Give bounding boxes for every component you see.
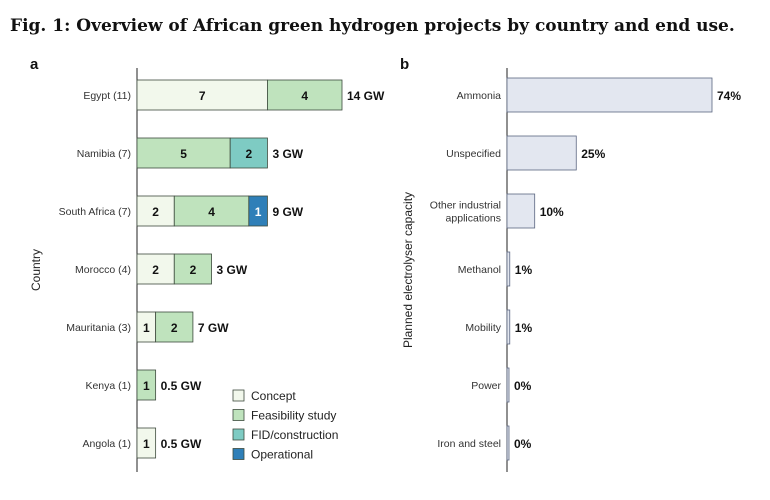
segment-value-label: 1 <box>143 379 150 393</box>
legend-swatch-feasibility <box>232 409 245 421</box>
end-use-value-label: 74% <box>717 89 741 103</box>
end-use-label: Iron and steel <box>437 438 501 450</box>
end-use-value-label: 10% <box>540 205 564 219</box>
end-use-value-label: 1% <box>515 263 533 277</box>
segment-value-label: 1 <box>143 437 150 451</box>
bar-segment-feasibility <box>267 79 343 111</box>
capacity-label: 3 GW <box>272 147 303 161</box>
end-use-value-label: 0% <box>514 437 532 451</box>
bar-segment-feasibility <box>155 311 194 343</box>
country-label: Egypt (11) <box>83 90 131 102</box>
figure-title: Fig. 1: Overview of African green hydrog… <box>10 16 735 36</box>
end-use-value-label: 1% <box>515 321 533 335</box>
capacity-label: 3 GW <box>217 263 248 277</box>
country-label: Kenya (1) <box>85 380 131 392</box>
panel-b-ylabel: Planned electrolyser capacity <box>401 192 415 348</box>
end-use-label: Unspecified <box>446 148 501 160</box>
segment-value-label: 2 <box>171 321 178 335</box>
legend-swatch-concept <box>232 389 245 402</box>
panel-b-label: b <box>400 56 409 73</box>
country-label: Mauritania (3) <box>66 322 131 334</box>
segment-value-label: 2 <box>245 147 252 161</box>
capacity-label: 14 GW <box>347 89 385 103</box>
legend-swatch-operational <box>232 448 245 460</box>
end-use-value-label: 0% <box>514 379 532 393</box>
bar-segment-feasibility <box>173 253 212 285</box>
end-use-bar <box>506 135 577 171</box>
capacity-label: 9 GW <box>272 205 303 219</box>
end-use-bar <box>506 367 510 403</box>
bar-segment-concept <box>136 427 157 459</box>
end-use-bar <box>506 77 713 113</box>
segment-value-label: 2 <box>152 263 159 277</box>
end-use-label: Mobility <box>465 322 501 334</box>
bar-segment-feasibility <box>173 195 250 227</box>
segment-value-label: 4 <box>208 205 215 219</box>
bar-segment-concept <box>136 79 268 111</box>
segment-value-label: 1 <box>143 321 150 335</box>
bar-segment-feasibility <box>136 137 231 169</box>
segment-value-label: 4 <box>301 89 308 103</box>
country-label: South Africa (7) <box>59 206 131 218</box>
legend-label: Feasibility study <box>251 409 336 423</box>
capacity-label: 7 GW <box>198 321 229 335</box>
country-label: Angola (1) <box>83 438 131 450</box>
capacity-label: 0.5 GW <box>161 437 202 451</box>
panel-a-label: a <box>30 56 39 73</box>
segment-value-label: 7 <box>199 89 206 103</box>
end-use-bar <box>506 425 510 461</box>
segment-value-label: 5 <box>180 147 187 161</box>
capacity-label: 0.5 GW <box>161 379 202 393</box>
segment-value-label: 2 <box>152 205 159 219</box>
legend-label: Concept <box>251 389 296 403</box>
end-use-value-label: 25% <box>581 147 605 161</box>
bar-segment-operational <box>248 195 268 227</box>
end-use-label: Other industrial applications <box>430 200 501 225</box>
end-use-bar <box>506 193 536 229</box>
end-use-label: Power <box>471 380 501 392</box>
country-label: Morocco (4) <box>75 264 131 276</box>
bar-segment-feasibility <box>136 369 157 401</box>
bar-segment-concept <box>136 253 175 285</box>
legend-swatch-fid <box>232 428 245 441</box>
end-use-label: Ammonia <box>457 90 502 102</box>
end-use-label: Methanol <box>458 264 501 276</box>
end-use-bar <box>506 251 511 287</box>
legend-label: FID/construction <box>251 428 338 442</box>
bar-segment-fid <box>229 137 268 169</box>
end-use-bar <box>506 309 511 345</box>
panel-a-ylabel: Country <box>29 249 43 291</box>
legend-label: Operational <box>251 448 313 462</box>
segment-value-label: 1 <box>255 205 262 219</box>
segment-value-label: 2 <box>190 263 197 277</box>
bar-segment-concept <box>136 195 175 227</box>
country-label: Namibia (7) <box>77 148 131 160</box>
